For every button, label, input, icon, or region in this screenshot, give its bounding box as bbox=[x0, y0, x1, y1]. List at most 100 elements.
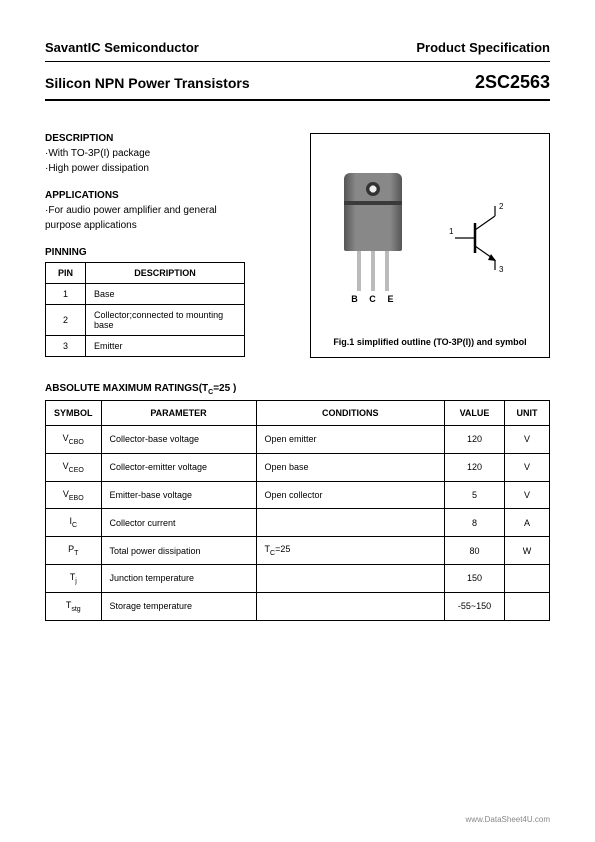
pinning-heading: PINNING bbox=[45, 247, 295, 258]
pin-col-header: PIN bbox=[46, 263, 86, 284]
col-value: VALUE bbox=[445, 401, 505, 426]
divider-title bbox=[45, 99, 550, 101]
unit-cell: V bbox=[505, 481, 550, 509]
conditions-cell bbox=[256, 592, 444, 620]
conditions-cell bbox=[256, 509, 444, 537]
conditions-cell: TC=25 bbox=[256, 537, 444, 565]
mounting-hole-icon bbox=[366, 182, 380, 196]
right-column: B C E 1 2 3 bbox=[310, 119, 550, 358]
desc-col-header: DESCRIPTION bbox=[86, 263, 245, 284]
parameter-cell: Emitter-base voltage bbox=[101, 481, 256, 509]
parameter-cell: Collector-emitter voltage bbox=[101, 453, 256, 481]
value-cell: 80 bbox=[445, 537, 505, 565]
symbol-pin2: 2 bbox=[499, 202, 504, 211]
header-row: SavantIC Semiconductor Product Specifica… bbox=[45, 40, 550, 55]
description-line: ·With TO-3P(I) package bbox=[45, 147, 295, 161]
left-column: DESCRIPTION ·With TO-3P(I) package ·High… bbox=[45, 119, 295, 358]
lead-label-e: E bbox=[387, 294, 395, 304]
ratings-table: SYMBOL PARAMETER CONDITIONS VALUE UNIT V… bbox=[45, 400, 550, 621]
col-conditions: CONDITIONS bbox=[256, 401, 444, 426]
part-number: 2SC2563 bbox=[475, 72, 550, 93]
col-parameter: PARAMETER bbox=[101, 401, 256, 426]
doc-type: Product Specification bbox=[416, 40, 550, 55]
applications-line: ·For audio power amplifier and general bbox=[45, 204, 295, 218]
symbol-cell: IC bbox=[46, 509, 102, 537]
value-cell: 120 bbox=[445, 453, 505, 481]
table-row: 2 Collector;connected to mounting base bbox=[46, 305, 245, 336]
ratings-heading: ABSOLUTE MAXIMUM RATINGS(TC=25 ) bbox=[45, 383, 550, 396]
lead-icon bbox=[385, 249, 389, 291]
table-row: VCBOCollector-base voltageOpen emitter12… bbox=[46, 426, 550, 454]
applications-heading: APPLICATIONS bbox=[45, 190, 295, 201]
unit-cell: A bbox=[505, 509, 550, 537]
parameter-cell: Collector current bbox=[101, 509, 256, 537]
col-symbol: SYMBOL bbox=[46, 401, 102, 426]
unit-cell bbox=[505, 592, 550, 620]
lead-icon bbox=[371, 249, 375, 291]
symbol-pin1: 1 bbox=[449, 227, 454, 236]
figure-box: B C E 1 2 3 bbox=[310, 133, 550, 358]
unit-cell bbox=[505, 564, 550, 592]
package-outline: B C E bbox=[344, 173, 402, 304]
main-columns: DESCRIPTION ·With TO-3P(I) package ·High… bbox=[45, 119, 550, 358]
table-row: PTTotal power dissipationTC=2580W bbox=[46, 537, 550, 565]
value-cell: 5 bbox=[445, 481, 505, 509]
divider-top bbox=[45, 61, 550, 62]
applications-body: ·For audio power amplifier and general p… bbox=[45, 204, 295, 233]
symbol-cell: Tstg bbox=[46, 592, 102, 620]
parameter-cell: Total power dissipation bbox=[101, 537, 256, 565]
unit-cell: W bbox=[505, 537, 550, 565]
table-row: TjJunction temperature 150 bbox=[46, 564, 550, 592]
table-row: TstgStorage temperature -55~150 bbox=[46, 592, 550, 620]
conditions-cell bbox=[256, 564, 444, 592]
conditions-cell: Open collector bbox=[256, 481, 444, 509]
pin-cell: 1 bbox=[46, 284, 86, 305]
unit-cell: V bbox=[505, 453, 550, 481]
package-leads bbox=[357, 249, 389, 291]
value-cell: 120 bbox=[445, 426, 505, 454]
pin-cell: 2 bbox=[46, 305, 86, 336]
package-band bbox=[344, 201, 402, 205]
lead-icon bbox=[357, 249, 361, 291]
value-cell: 8 bbox=[445, 509, 505, 537]
col-unit: UNIT bbox=[505, 401, 550, 426]
value-cell: -55~150 bbox=[445, 592, 505, 620]
table-row: VEBOEmitter-base voltageOpen collector5V bbox=[46, 481, 550, 509]
desc-cell: Collector;connected to mounting base bbox=[86, 305, 245, 336]
symbol-cell: VCBO bbox=[46, 426, 102, 454]
table-row: ICCollector current 8A bbox=[46, 509, 550, 537]
pinning-table: PIN DESCRIPTION 1 Base 2 Collector;conne… bbox=[45, 262, 245, 357]
symbol-cell: VEBO bbox=[46, 481, 102, 509]
conditions-cell: Open base bbox=[256, 453, 444, 481]
symbol-cell: PT bbox=[46, 537, 102, 565]
product-family: Silicon NPN Power Transistors bbox=[45, 75, 250, 91]
symbol-cell: Tj bbox=[46, 564, 102, 592]
desc-cell: Base bbox=[86, 284, 245, 305]
conditions-cell: Open emitter bbox=[256, 426, 444, 454]
description-line: ·High power dissipation bbox=[45, 162, 295, 176]
parameter-cell: Collector-base voltage bbox=[101, 426, 256, 454]
footer-url: www.DataSheet4U.com bbox=[466, 815, 550, 824]
parameter-cell: Junction temperature bbox=[101, 564, 256, 592]
lead-label-b: B bbox=[351, 294, 359, 304]
desc-cell: Emitter bbox=[86, 336, 245, 357]
lead-labels: B C E bbox=[351, 294, 395, 304]
lead-label-c: C bbox=[369, 294, 377, 304]
table-row: VCEOCollector-emitter voltageOpen base12… bbox=[46, 453, 550, 481]
applications-line: purpose applications bbox=[45, 219, 295, 233]
symbol-cell: VCEO bbox=[46, 453, 102, 481]
symbol-pin3: 3 bbox=[499, 265, 504, 274]
unit-cell: V bbox=[505, 426, 550, 454]
company-name: SavantIC Semiconductor bbox=[45, 40, 199, 55]
value-cell: 150 bbox=[445, 564, 505, 592]
pin-cell: 3 bbox=[46, 336, 86, 357]
table-row: 1 Base bbox=[46, 284, 245, 305]
table-row: 3 Emitter bbox=[46, 336, 245, 357]
parameter-cell: Storage temperature bbox=[101, 592, 256, 620]
figure-caption: Fig.1 simplified outline (TO-3P(I)) and … bbox=[321, 337, 539, 347]
package-body bbox=[344, 173, 402, 251]
description-body: ·With TO-3P(I) package ·High power dissi… bbox=[45, 147, 295, 176]
description-heading: DESCRIPTION bbox=[45, 133, 295, 144]
figure-content: B C E 1 2 3 bbox=[321, 144, 539, 332]
transistor-symbol-icon: 1 2 3 bbox=[447, 198, 517, 278]
